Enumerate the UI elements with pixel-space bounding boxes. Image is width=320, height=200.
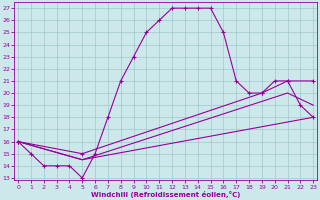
X-axis label: Windchill (Refroidissement éolien,°C): Windchill (Refroidissement éolien,°C) <box>91 191 240 198</box>
